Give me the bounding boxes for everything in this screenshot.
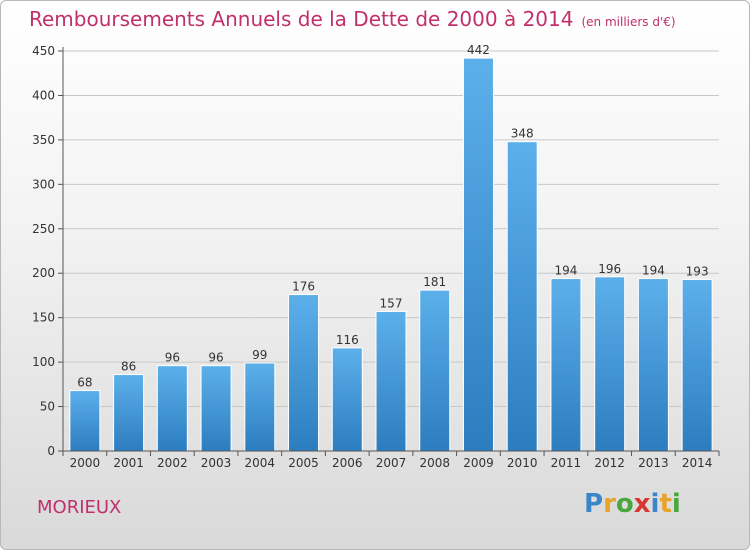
x-tick-label-2002: 2002 [157, 456, 188, 470]
logo-letter: i [671, 489, 681, 519]
x-tick-label-2013: 2013 [638, 456, 669, 470]
bar-2013 [637, 278, 669, 452]
bar-2003 [200, 365, 232, 452]
x-tick-label-2014: 2014 [682, 456, 713, 470]
y-tick-label: 100 [32, 355, 55, 369]
logo-letter: r [603, 489, 616, 519]
y-tick-label: 0 [47, 444, 55, 458]
bar-2011 [550, 278, 582, 452]
value-label-2008: 181 [423, 275, 446, 289]
proxiti-logo: Proxiti [584, 489, 681, 519]
x-tick-label-2003: 2003 [201, 456, 232, 470]
value-label-2013: 194 [642, 264, 665, 278]
value-label-2005: 176 [292, 280, 315, 294]
bar-2010 [506, 141, 538, 452]
y-tick-label: 300 [32, 177, 55, 191]
value-label-2000: 68 [77, 376, 92, 390]
chart-title-text: Remboursements Annuels de la Dette de 20… [29, 7, 574, 31]
bar-2006 [331, 347, 363, 452]
y-tick-label: 200 [32, 266, 55, 280]
value-label-2012: 196 [598, 262, 621, 276]
x-tick-label-2005: 2005 [288, 456, 319, 470]
x-tick-label-2009: 2009 [463, 456, 494, 470]
x-tick-label-2010: 2010 [507, 456, 538, 470]
y-tick-label: 350 [32, 133, 55, 147]
value-labels: 68 86 96 96 99 176 116 157 181 442 348 194 196 194 193 [77, 43, 708, 389]
commune-name: MORIEUX [37, 497, 122, 518]
bar-2012 [594, 276, 626, 452]
logo-letter: x [633, 489, 651, 519]
y-tick-label: 250 [32, 222, 55, 236]
value-label-2001: 86 [121, 360, 136, 374]
bar-2007 [375, 310, 407, 452]
y-tick-label: 400 [32, 88, 55, 102]
x-tick-label-2011: 2011 [551, 456, 582, 470]
value-label-2006: 116 [336, 333, 359, 347]
x-tick-label-2012: 2012 [594, 456, 625, 470]
value-label-2003: 96 [208, 351, 223, 365]
y-axis-ticks: 0 50 100 150 200 250 300 350 400 450 [32, 44, 63, 458]
value-label-2011: 194 [554, 264, 577, 278]
value-label-2009: 442 [467, 43, 490, 57]
y-tick-label: 50 [40, 400, 55, 414]
bar-2001 [113, 374, 145, 452]
value-label-2002: 96 [165, 351, 180, 365]
logo-letter: P [584, 489, 604, 519]
chart-subtitle: (en milliers d'€) [581, 15, 676, 29]
value-label-2007: 157 [380, 296, 403, 310]
x-axis-ticks: 2000 2001 2002 2003 2004 2005 2006 2007 2008 2009… [62, 451, 720, 470]
logo-letter: i [650, 489, 660, 519]
bar-2009 [462, 57, 494, 452]
x-tick-label-2006: 2006 [332, 456, 363, 470]
y-tick-label: 450 [32, 44, 55, 58]
logo-letter: o [615, 489, 634, 519]
bar-2002 [156, 365, 188, 452]
chart-title: Remboursements Annuels de la Dette de 20… [29, 7, 676, 31]
x-tick-label-2007: 2007 [376, 456, 407, 470]
value-label-2010: 348 [511, 127, 534, 141]
bar-2005 [288, 294, 320, 452]
bar-2000 [69, 390, 101, 452]
value-label-2004: 99 [252, 348, 267, 362]
x-tick-label-2004: 2004 [245, 456, 276, 470]
bar-2004 [244, 362, 276, 452]
y-tick-label: 150 [32, 311, 55, 325]
x-tick-label-2000: 2000 [70, 456, 101, 470]
bars [69, 57, 713, 452]
logo-letter: t [659, 489, 672, 519]
x-tick-label-2008: 2008 [419, 456, 450, 470]
bar-2008 [419, 289, 451, 452]
value-label-2014: 193 [686, 264, 709, 278]
bar-2014 [681, 278, 713, 452]
x-tick-label-2001: 2001 [113, 456, 144, 470]
